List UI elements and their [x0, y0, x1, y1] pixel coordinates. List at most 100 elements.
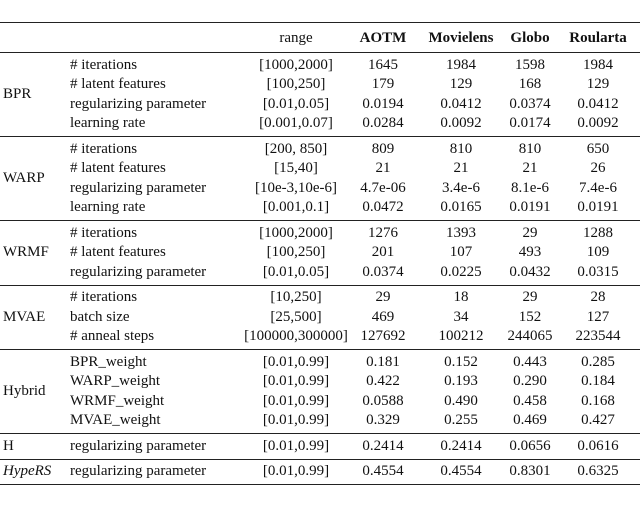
param-value: 29 [522, 224, 538, 241]
param-range: [0.01,0.99] [262, 373, 330, 390]
param-name: # iterations [70, 224, 138, 241]
param-range: [200, 850] [264, 140, 328, 157]
param-value: 469 [371, 308, 395, 325]
param-range: [0.01,0.99] [262, 437, 330, 454]
param-value: 8.1e-6 [511, 179, 549, 196]
param-value: 0.458 [513, 392, 547, 409]
param-range: [10e-3,10e-6] [254, 179, 338, 196]
param-value: 201 [371, 244, 395, 261]
param-range: [1000,2000] [259, 224, 333, 241]
param-value: 0.181 [366, 353, 400, 370]
param-value: 0.427 [581, 412, 615, 429]
header-rule [0, 52, 640, 53]
param-value: 0.168 [581, 392, 615, 409]
param-value: 493 [518, 244, 542, 261]
param-value: 0.443 [513, 353, 547, 370]
group-rule [0, 220, 640, 221]
param-value: 0.329 [366, 412, 400, 429]
param-value: 34 [453, 308, 469, 325]
param-value: 0.490 [444, 392, 478, 409]
param-value: 21 [522, 160, 538, 177]
param-value: 0.0191 [509, 199, 551, 216]
param-value: 0.0472 [362, 199, 404, 216]
param-name: BPR_weight [70, 353, 147, 370]
param-value: 100212 [438, 328, 484, 345]
param-value: 810 [518, 140, 542, 157]
param-value: 0.4554 [440, 463, 482, 480]
param-value: 109 [586, 244, 610, 261]
param-value: 1984 [446, 56, 476, 73]
param-value: 18 [453, 289, 469, 306]
param-name: MVAE_weight [70, 412, 161, 429]
param-value: 0.422 [366, 373, 400, 390]
param-value: 1645 [368, 56, 398, 73]
param-range: [0.01,0.99] [262, 353, 330, 370]
param-range: [0.01,0.05] [262, 95, 330, 112]
param-value: 0.0374 [509, 95, 551, 112]
param-range: [0.01,0.99] [262, 463, 330, 480]
param-name: # iterations [70, 56, 138, 73]
param-value: 0.0656 [509, 437, 551, 454]
param-value: 0.0191 [577, 199, 619, 216]
param-name: regularizing parameter [70, 95, 207, 112]
param-value: 179 [371, 76, 395, 93]
param-value: 21 [375, 160, 391, 177]
param-range: [25,500] [270, 308, 322, 325]
param-value: 0.0412 [440, 95, 482, 112]
param-value: 0.2414 [440, 437, 482, 454]
param-value: 0.4554 [362, 463, 404, 480]
param-value: 1393 [446, 224, 476, 241]
param-value: 3.4e-6 [442, 179, 480, 196]
param-value: 129 [586, 76, 610, 93]
param-name: # latent features [70, 244, 166, 261]
param-name: WARP_weight [70, 373, 160, 390]
method-name: MVAE [3, 308, 46, 325]
param-value: 0.184 [581, 373, 615, 390]
param-value: 244065 [507, 328, 553, 345]
param-value: 0.285 [581, 353, 615, 370]
param-value: 7.4e-6 [579, 179, 617, 196]
param-value: 1288 [583, 224, 613, 241]
param-value: 0.0588 [362, 392, 404, 409]
param-value: 0.290 [513, 373, 547, 390]
method-name: HypeRS [3, 463, 52, 480]
param-range: [0.01,0.99] [262, 412, 330, 429]
param-range: [10,250] [270, 289, 322, 306]
param-name: # latent features [70, 160, 166, 177]
param-value: 0.193 [444, 373, 478, 390]
param-value: 0.0092 [577, 115, 619, 132]
method-name: WARP [3, 170, 45, 186]
param-name: batch size [70, 308, 130, 325]
param-name: learning rate [70, 199, 146, 216]
method-name: WRMF [3, 244, 49, 261]
bottom-rule [0, 484, 640, 485]
param-value: 168 [518, 76, 542, 93]
param-value: 21 [453, 160, 469, 177]
dataset-header: Roularta [569, 30, 627, 46]
group-rule [0, 136, 640, 137]
param-value: 107 [449, 244, 473, 261]
dataset-header: Movielens [428, 30, 494, 46]
dataset-header: Globo [510, 30, 550, 46]
param-value: 0.0225 [440, 263, 482, 280]
param-name: regularizing parameter [70, 263, 207, 280]
param-value: 0.0194 [362, 95, 404, 112]
param-value: 4.7e-06 [360, 179, 406, 196]
group-rule [0, 433, 640, 434]
param-name: # iterations [70, 140, 138, 157]
param-value: 0.0616 [577, 437, 619, 454]
param-value: 0.2414 [362, 437, 404, 454]
param-value: 0.0165 [440, 199, 482, 216]
param-value: 1984 [583, 56, 613, 73]
param-value: 0.8301 [509, 463, 551, 480]
param-value: 129 [449, 76, 473, 93]
param-value: 127 [586, 308, 610, 325]
param-range: [0.01,0.05] [262, 263, 330, 280]
param-value: 0.152 [444, 353, 478, 370]
param-range: [100,250] [266, 76, 326, 93]
param-value: 1276 [368, 224, 398, 241]
param-name: # anneal steps [70, 328, 155, 345]
param-range: [0.01,0.99] [262, 392, 330, 409]
group-rule [0, 349, 640, 350]
param-value: 0.255 [444, 412, 478, 429]
